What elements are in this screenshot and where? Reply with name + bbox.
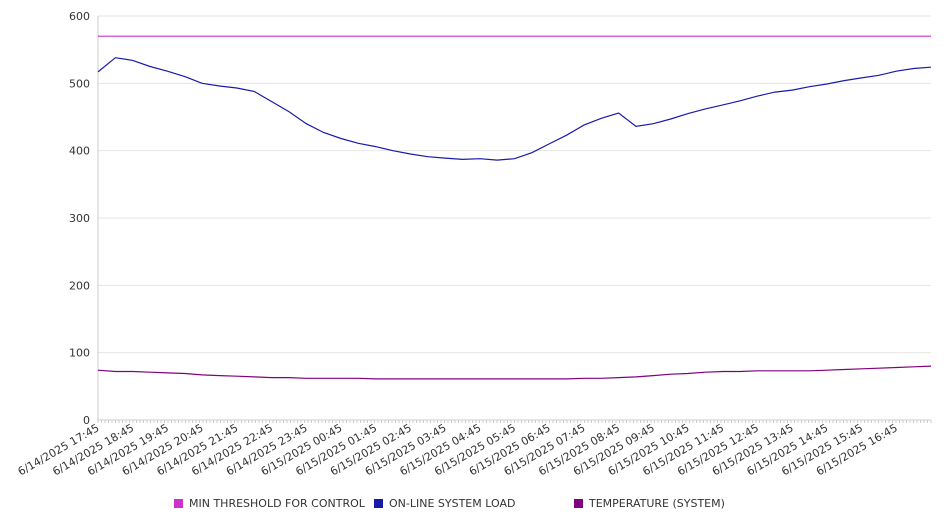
y-tick-label-4: 400 <box>69 145 90 158</box>
series-temperature-line <box>97 365 932 380</box>
legend-item-threshold[interactable]: MIN THRESHOLD FOR CONTROL <box>174 497 365 510</box>
y-tick-label-6: 600 <box>69 10 90 23</box>
legend-item-system-load[interactable]: ON-LINE SYSTEM LOAD <box>374 497 515 510</box>
series-system-load-line <box>97 57 932 161</box>
legend-swatch-threshold <box>174 499 183 508</box>
legend-item-temperature[interactable]: TEMPERATURE (SYSTEM) <box>574 497 725 510</box>
y-tick-label-3: 300 <box>69 212 90 225</box>
y-tick-label-1: 100 <box>69 347 90 360</box>
legend-swatch-system-load <box>374 499 383 508</box>
y-tick-label-2: 200 <box>69 279 90 292</box>
legend-label-threshold: MIN THRESHOLD FOR CONTROL <box>189 497 365 510</box>
legend-swatch-temperature <box>574 499 583 508</box>
y-tick-label-0: 0 <box>83 414 90 427</box>
legend: MIN THRESHOLD FOR CONTROL ON-LINE SYSTEM… <box>0 497 946 517</box>
legend-label-temperature: TEMPERATURE (SYSTEM) <box>589 497 725 510</box>
legend-label-system-load: ON-LINE SYSTEM LOAD <box>389 497 516 510</box>
y-tick-label-5: 500 <box>69 77 90 90</box>
